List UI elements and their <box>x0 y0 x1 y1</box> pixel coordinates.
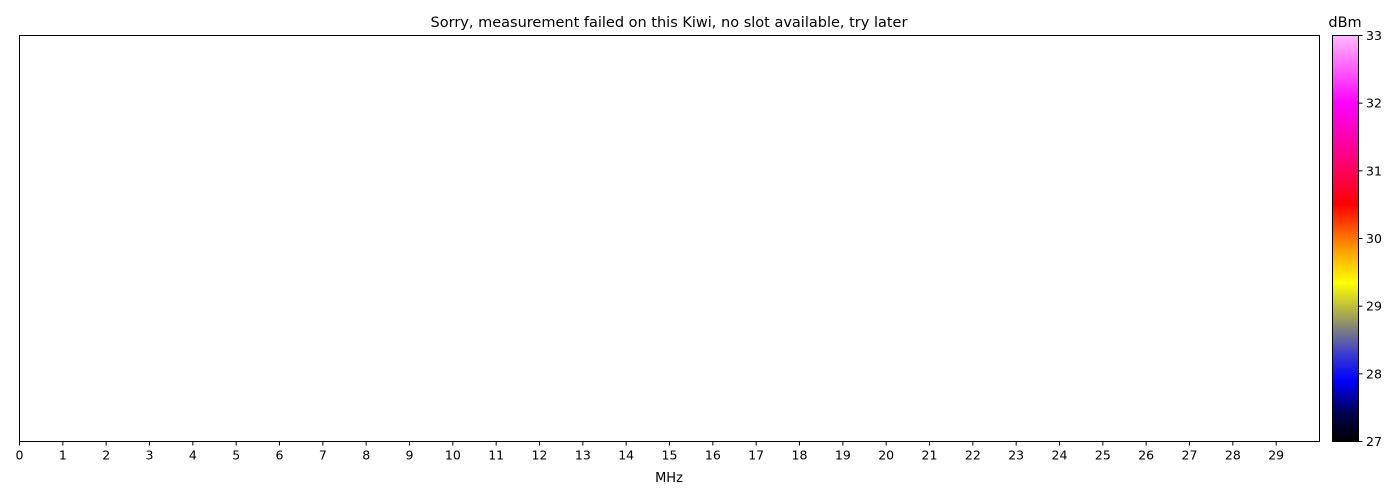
x-tick-label: 27 <box>1182 448 1198 463</box>
x-tick-label: 5 <box>232 448 240 463</box>
colorbar-axis: 27 28 29 30 31 32 33 <box>1358 28 1382 449</box>
x-tick-label: 0 <box>16 448 24 463</box>
x-axis-label: MHz <box>655 471 683 486</box>
x-tick-label: 13 <box>575 448 591 463</box>
colorbar-tick-label: 31 <box>1366 163 1382 178</box>
x-tick-label: 19 <box>835 448 851 463</box>
x-tick-label: 14 <box>618 448 634 463</box>
x-tick-label: 28 <box>1225 448 1241 463</box>
x-tick-label: 17 <box>748 448 764 463</box>
colorbar-tick-label: 30 <box>1366 231 1382 246</box>
x-tick-label: 9 <box>406 448 414 463</box>
x-tick-label: 3 <box>146 448 154 463</box>
x-tick-label: 22 <box>965 448 981 463</box>
x-axis: 0 1 2 3 4 5 6 7 8 9 10 11 12 13 14 15 16 17 18 19 20 21 22 23 24… <box>16 441 1284 463</box>
x-tick-label: 29 <box>1268 448 1284 463</box>
x-tick-label: 7 <box>319 448 327 463</box>
x-tick-label: 4 <box>189 448 197 463</box>
colorbar-tick-label: 32 <box>1366 96 1382 111</box>
x-tick-label: 16 <box>705 448 721 463</box>
plot-area <box>19 35 1320 442</box>
x-tick-label: 6 <box>276 448 284 463</box>
x-tick-label: 23 <box>1008 448 1024 463</box>
x-tick-label: 26 <box>1138 448 1154 463</box>
x-tick-label: 1 <box>59 448 67 463</box>
x-tick-label: 18 <box>792 448 808 463</box>
chart-title: Sorry, measurement failed on this Kiwi, … <box>431 15 908 31</box>
x-tick-label: 10 <box>445 448 461 463</box>
x-tick-label: 25 <box>1095 448 1111 463</box>
colorbar-tick-label: 33 <box>1366 28 1382 43</box>
colorbar-label: dBm <box>1328 15 1361 31</box>
colorbar-tick-label: 27 <box>1366 434 1382 449</box>
x-tick-label: 12 <box>532 448 548 463</box>
colorbar-tick-label: 28 <box>1366 366 1382 381</box>
x-tick-label: 8 <box>362 448 370 463</box>
x-tick-label: 20 <box>878 448 894 463</box>
x-tick-label: 11 <box>488 448 504 463</box>
x-tick-label: 21 <box>922 448 938 463</box>
x-tick-label: 2 <box>102 448 110 463</box>
x-tick-label: 15 <box>662 448 678 463</box>
x-tick-label: 24 <box>1052 448 1068 463</box>
colorbar <box>1332 35 1359 442</box>
colorbar-tick-label: 29 <box>1366 299 1382 314</box>
